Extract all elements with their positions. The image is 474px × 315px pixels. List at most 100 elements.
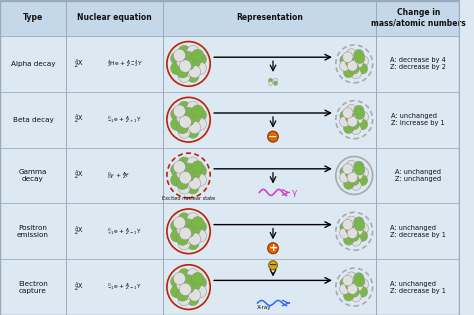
Circle shape — [339, 172, 350, 183]
Text: $^A_Z$X: $^A_Z$X — [74, 280, 84, 294]
Circle shape — [339, 116, 350, 127]
Circle shape — [354, 49, 364, 60]
Circle shape — [182, 51, 195, 64]
Circle shape — [353, 113, 363, 124]
Bar — [0, 148, 460, 203]
Circle shape — [191, 105, 204, 117]
Circle shape — [189, 111, 201, 124]
Bar — [0, 259, 460, 315]
Circle shape — [178, 269, 190, 281]
Circle shape — [273, 81, 277, 85]
Circle shape — [346, 216, 356, 227]
Circle shape — [176, 55, 189, 68]
Circle shape — [171, 275, 182, 288]
Circle shape — [179, 60, 191, 72]
Circle shape — [344, 123, 354, 134]
Circle shape — [357, 63, 368, 74]
Circle shape — [171, 118, 182, 130]
Circle shape — [179, 283, 191, 295]
Circle shape — [194, 165, 207, 177]
Circle shape — [176, 167, 189, 180]
Circle shape — [340, 278, 350, 289]
Text: Representation: Representation — [237, 14, 303, 22]
Circle shape — [182, 275, 195, 287]
Circle shape — [182, 169, 195, 182]
Circle shape — [194, 285, 207, 298]
Circle shape — [171, 62, 182, 75]
Circle shape — [349, 175, 359, 186]
Circle shape — [194, 174, 207, 186]
Circle shape — [178, 157, 190, 169]
Bar — [0, 0, 460, 36]
Circle shape — [179, 227, 191, 240]
Circle shape — [351, 124, 361, 135]
Circle shape — [340, 111, 350, 121]
Circle shape — [340, 166, 350, 177]
Circle shape — [354, 217, 364, 227]
Text: +: + — [268, 243, 278, 253]
Text: Gamma
decay: Gamma decay — [19, 169, 47, 182]
Text: $^0_{+1}$e + $^A_{Z-1}$Y: $^0_{+1}$e + $^A_{Z-1}$Y — [107, 226, 142, 237]
Text: Beta decay: Beta decay — [13, 117, 54, 123]
Circle shape — [173, 49, 185, 62]
Circle shape — [178, 213, 190, 225]
Circle shape — [347, 228, 357, 238]
Circle shape — [176, 289, 189, 301]
Circle shape — [194, 276, 207, 289]
Circle shape — [343, 219, 353, 230]
Circle shape — [346, 105, 356, 115]
Circle shape — [273, 78, 277, 83]
Circle shape — [178, 101, 190, 114]
Text: $^0_{-1}$e + $^A_{Z-1}$Y: $^0_{-1}$e + $^A_{Z-1}$Y — [107, 282, 142, 293]
Circle shape — [194, 118, 207, 130]
Circle shape — [343, 163, 353, 174]
Circle shape — [194, 62, 207, 75]
Circle shape — [173, 161, 185, 173]
Circle shape — [353, 225, 363, 236]
Circle shape — [191, 161, 204, 173]
Circle shape — [357, 287, 368, 297]
Circle shape — [355, 164, 365, 175]
Circle shape — [187, 157, 199, 169]
Circle shape — [347, 172, 357, 183]
Circle shape — [354, 273, 364, 283]
Circle shape — [346, 272, 356, 283]
Text: A: unchanged
Z: decrease by 1: A: unchanged Z: decrease by 1 — [390, 225, 446, 238]
Circle shape — [343, 275, 353, 286]
Circle shape — [349, 119, 359, 130]
Circle shape — [194, 53, 207, 66]
Circle shape — [178, 126, 190, 138]
Circle shape — [351, 68, 361, 79]
Text: Type: Type — [23, 14, 43, 22]
Circle shape — [346, 168, 356, 179]
Circle shape — [189, 66, 201, 78]
Text: A: unchanged
Z: decrease by 1: A: unchanged Z: decrease by 1 — [390, 281, 446, 294]
Circle shape — [351, 291, 361, 302]
Circle shape — [191, 217, 204, 229]
Circle shape — [178, 70, 190, 83]
Circle shape — [353, 169, 363, 180]
Text: Nuclear equation: Nuclear equation — [77, 14, 152, 22]
Circle shape — [189, 121, 201, 134]
Circle shape — [178, 45, 190, 58]
Circle shape — [355, 220, 365, 231]
Circle shape — [346, 49, 356, 59]
Circle shape — [176, 121, 189, 134]
Circle shape — [182, 107, 195, 120]
Circle shape — [349, 287, 359, 297]
Circle shape — [347, 116, 357, 127]
Text: $^A_Z$X: $^A_Z$X — [74, 113, 84, 126]
Circle shape — [182, 225, 195, 238]
Circle shape — [171, 174, 182, 186]
Circle shape — [189, 223, 201, 235]
Circle shape — [347, 284, 357, 294]
Circle shape — [178, 181, 190, 194]
Circle shape — [354, 105, 364, 116]
Text: $^A_Z$X: $^A_Z$X — [74, 225, 84, 238]
Circle shape — [344, 67, 354, 78]
Text: −: − — [268, 132, 278, 142]
Circle shape — [344, 179, 354, 189]
Circle shape — [340, 222, 350, 233]
Circle shape — [358, 56, 369, 66]
Circle shape — [176, 177, 189, 190]
